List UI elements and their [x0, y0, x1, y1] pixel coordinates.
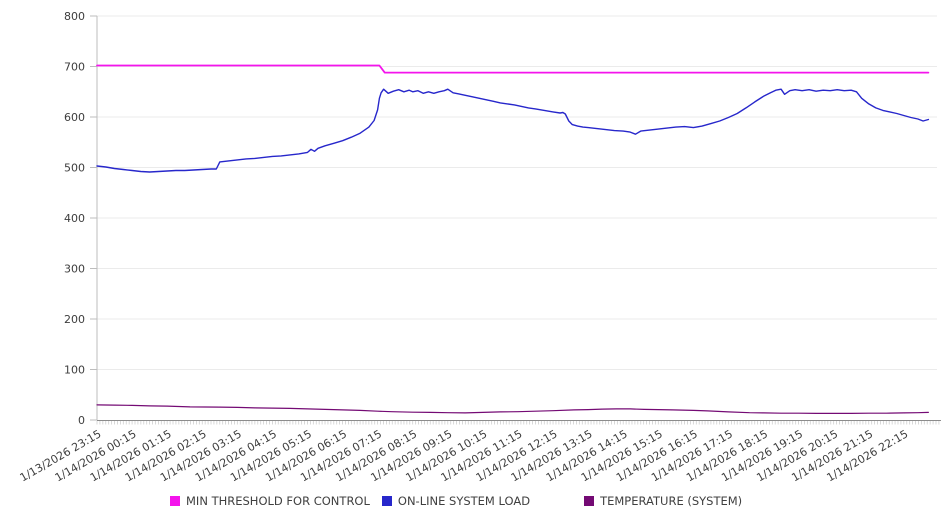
legend-swatch-min-threshold-icon [170, 496, 180, 506]
legend-label-min-threshold: MIN THRESHOLD FOR CONTROL [186, 494, 370, 508]
y-axis-label: 0 [78, 414, 85, 427]
chart-legend: MIN THRESHOLD FOR CONTROL ON-LINE SYSTEM… [170, 494, 754, 508]
series-line-on-line-system-load [96, 88, 930, 173]
legend-label-system-load: ON-LINE SYSTEM LOAD [397, 494, 531, 508]
legend-item-temperature: TEMPERATURE (SYSTEM) [584, 494, 742, 508]
y-axis-label: 700 [64, 61, 85, 74]
y-axis-label: 800 [64, 10, 85, 23]
y-axis-label: 100 [64, 364, 85, 377]
series-line-temperature-system [96, 404, 930, 414]
y-axis-label: 300 [64, 263, 85, 276]
legend-swatch-temperature-icon [584, 496, 595, 506]
y-axis-label: 500 [64, 162, 85, 175]
y-axis-label: 400 [64, 212, 85, 225]
series-line-min-threshold-for-control [96, 64, 930, 74]
y-axis-label: 600 [64, 111, 85, 124]
legend-item-min-threshold: MIN THRESHOLD FOR CONTROL [170, 494, 370, 508]
legend-label-temperature: TEMPERATURE (SYSTEM) [600, 494, 743, 508]
y-axis-label: 200 [64, 313, 85, 326]
legend-swatch-system-load-icon [381, 496, 392, 506]
legend-item-system-load: ON-LINE SYSTEM LOAD [381, 494, 531, 508]
